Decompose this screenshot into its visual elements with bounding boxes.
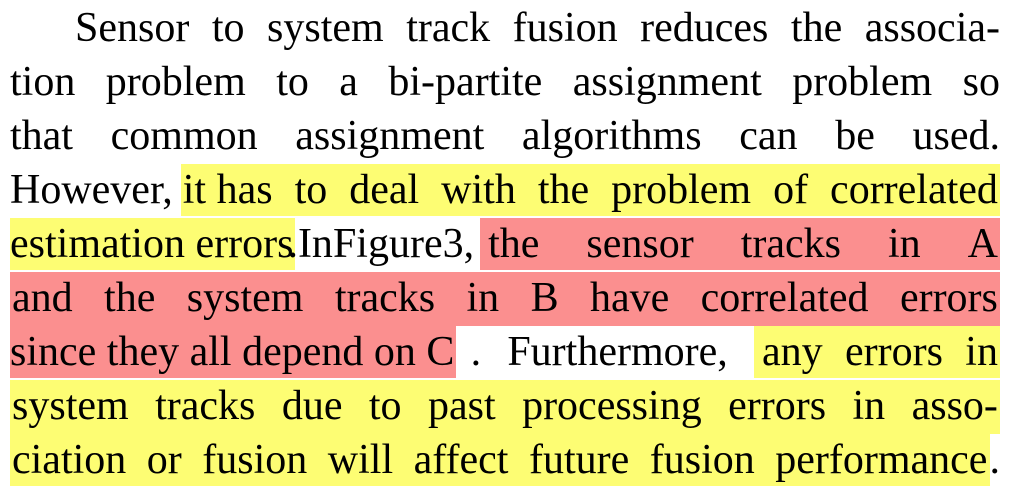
word: . bbox=[287, 221, 298, 267]
word: the bbox=[537, 167, 590, 213]
word: past bbox=[427, 383, 496, 429]
word: tracks bbox=[740, 221, 841, 267]
word: bi-partite bbox=[388, 59, 543, 105]
word: future bbox=[528, 437, 630, 483]
word: on bbox=[373, 329, 416, 375]
word: to bbox=[368, 383, 402, 429]
word: a bbox=[339, 59, 358, 105]
word: In bbox=[297, 221, 333, 267]
word: Figure bbox=[332, 221, 443, 267]
word: Sensor bbox=[75, 5, 190, 51]
text-line: estimation errors . In Figure 3, the sen… bbox=[10, 218, 1000, 272]
word: affect bbox=[413, 437, 509, 483]
word: will bbox=[327, 437, 394, 483]
highlighted-span: since they all depend on C bbox=[10, 326, 457, 378]
highlighted-span: estimation errors bbox=[10, 218, 296, 270]
word: due bbox=[281, 383, 343, 429]
text-line: that common assignment algorithms can be… bbox=[10, 110, 1000, 164]
word: any bbox=[761, 329, 823, 375]
word: processing bbox=[522, 383, 702, 429]
word: ciation bbox=[12, 437, 127, 483]
word: and bbox=[12, 275, 73, 321]
word: 3, bbox=[442, 221, 475, 267]
word: in bbox=[466, 275, 500, 321]
word: tracks bbox=[334, 275, 436, 321]
word: assignment bbox=[295, 113, 485, 159]
text-line: since they all depend on C . Furthermore… bbox=[10, 326, 1000, 380]
word: the bbox=[104, 275, 156, 321]
word: system bbox=[267, 5, 384, 51]
word: tion bbox=[10, 59, 76, 105]
word: problem bbox=[105, 59, 246, 105]
word: estimation bbox=[10, 221, 185, 267]
word: since bbox=[10, 329, 97, 375]
text-line: system tracks due to past processing err… bbox=[10, 380, 1000, 434]
word: in bbox=[965, 329, 998, 375]
word: they bbox=[106, 329, 180, 375]
word: that bbox=[10, 113, 73, 159]
word: to bbox=[294, 167, 328, 213]
word: depend bbox=[242, 329, 364, 375]
word: all bbox=[189, 329, 232, 375]
word: However, bbox=[10, 167, 173, 213]
word: system bbox=[12, 383, 129, 429]
word: performance bbox=[775, 437, 988, 483]
word: system bbox=[186, 275, 304, 321]
word: Furthermore, bbox=[507, 329, 728, 375]
word: asso- bbox=[911, 383, 998, 429]
word: C bbox=[426, 329, 455, 375]
word: . bbox=[470, 329, 482, 375]
word: fusion bbox=[202, 437, 308, 483]
word: sensor bbox=[586, 221, 694, 267]
word: problem bbox=[792, 59, 933, 105]
highlighted-word: it has to deal with the problem of corre… bbox=[180, 164, 1000, 216]
word: fusion bbox=[649, 437, 755, 483]
word: associa- bbox=[864, 5, 1000, 51]
word: tracks bbox=[155, 383, 256, 429]
word: or bbox=[146, 437, 182, 483]
word: correlated bbox=[830, 167, 998, 213]
text-line: ciation or fusion will affect future fus… bbox=[10, 434, 1000, 488]
word: so bbox=[962, 59, 1000, 105]
text-line: tion problem to a bi-partite assignment … bbox=[10, 56, 1000, 110]
word: the bbox=[488, 221, 540, 267]
word: deal bbox=[349, 167, 420, 213]
word: of bbox=[773, 167, 809, 213]
word: used. bbox=[912, 113, 1001, 159]
text-line: However, it has to deal with the problem… bbox=[10, 164, 1000, 218]
word: in bbox=[852, 383, 886, 429]
word: errors bbox=[899, 275, 998, 321]
word: in bbox=[887, 221, 921, 267]
text-line: Sensor to system track fusion reduces th… bbox=[75, 2, 1000, 56]
word: assignment bbox=[572, 59, 762, 105]
word: it has bbox=[182, 167, 273, 213]
word: errors bbox=[728, 383, 827, 429]
word: errors bbox=[195, 221, 294, 267]
word: . bbox=[989, 437, 1001, 483]
word: have bbox=[589, 275, 670, 321]
word: reduces bbox=[640, 5, 769, 51]
word: the bbox=[790, 5, 843, 51]
word: with bbox=[441, 167, 516, 213]
word: errors bbox=[844, 329, 943, 375]
word: track bbox=[406, 5, 491, 51]
word: B bbox=[530, 275, 559, 321]
word: algorithms bbox=[521, 113, 702, 159]
word: correlated bbox=[700, 275, 869, 321]
word: to bbox=[276, 59, 309, 105]
text-line: and the system tracks in B have correlat… bbox=[10, 272, 1000, 326]
highlighted-word: any errors in bbox=[753, 326, 1000, 378]
word: A bbox=[967, 221, 998, 267]
word: common bbox=[110, 113, 258, 159]
word: to bbox=[211, 5, 245, 51]
word: problem bbox=[611, 167, 752, 213]
highlighted-span: ciation or fusion will affect future fus… bbox=[10, 434, 990, 486]
word: fusion bbox=[512, 5, 618, 51]
highlighted-word: the sensor tracks in A bbox=[480, 218, 1000, 270]
word: can bbox=[739, 113, 798, 159]
word: be bbox=[835, 113, 875, 159]
